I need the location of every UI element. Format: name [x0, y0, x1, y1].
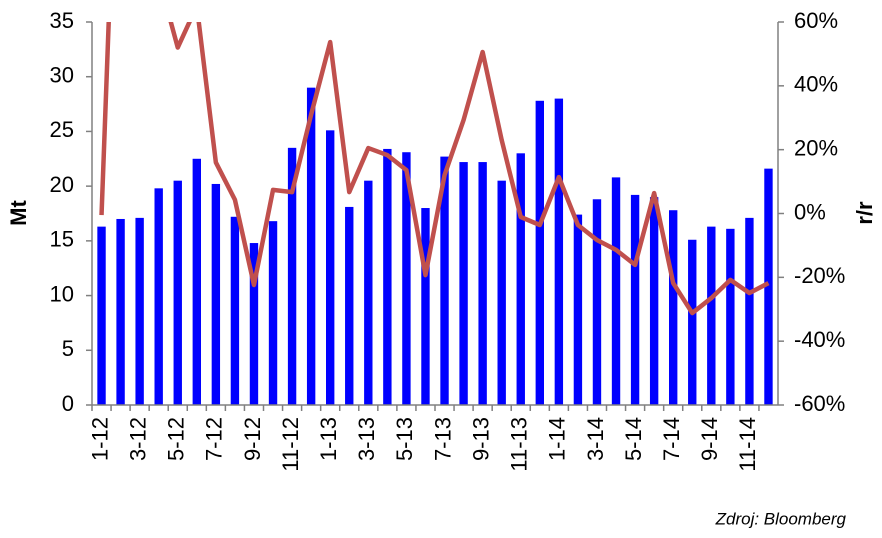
- x-tick-label: 11-12: [278, 417, 303, 472]
- bar: [211, 183, 221, 405]
- bar: [97, 226, 106, 405]
- bar: [230, 216, 240, 405]
- y-tick-label: 0: [62, 391, 74, 416]
- bar: [326, 130, 335, 405]
- y-axis-title: Mt: [6, 200, 31, 226]
- bar: [535, 100, 544, 405]
- y2-tick-label: -40%: [794, 327, 845, 352]
- x-tick-label: 5-12: [164, 417, 189, 461]
- bar: [173, 180, 182, 405]
- bar: [726, 228, 735, 405]
- bar: [497, 180, 506, 405]
- x-tick-label: 3-14: [583, 417, 608, 461]
- x-tick-label: 3-13: [354, 417, 379, 461]
- bar: [630, 194, 640, 405]
- bar: [516, 153, 525, 405]
- y-tick-label: 20: [50, 172, 74, 197]
- bar: [192, 158, 201, 405]
- y2-tick-label: 0%: [794, 199, 826, 224]
- plot: [97, 22, 773, 405]
- x-tick-label: 1-13: [316, 417, 341, 461]
- bar: [154, 188, 163, 405]
- bar: [592, 199, 602, 405]
- bar: [554, 98, 564, 405]
- x-tick-label: 9-14: [697, 417, 722, 461]
- x-tick-label: 5-14: [621, 417, 646, 461]
- source: Zdroj: Bloomberg: [715, 509, 847, 528]
- bar: [268, 221, 278, 405]
- x-tick-label: 1-12: [87, 417, 112, 461]
- bar: [440, 156, 449, 405]
- y-tick-label: 10: [50, 281, 74, 306]
- bar: [611, 177, 621, 405]
- bar: [459, 162, 468, 405]
- bar: [364, 180, 373, 405]
- bar: [135, 217, 144, 405]
- bar: [478, 162, 487, 405]
- y2-tick-label: -60%: [794, 391, 845, 416]
- bar: [669, 210, 678, 405]
- bar: [383, 148, 392, 405]
- x-tick-label: 7-14: [659, 417, 684, 461]
- x-tick-label: 5-13: [392, 417, 417, 461]
- x-tick-label: 3-12: [125, 417, 150, 461]
- line: [99, 22, 770, 316]
- y-tick-label: 15: [50, 227, 74, 252]
- bar: [402, 152, 411, 405]
- x-tick-label: 11-13: [507, 417, 532, 472]
- x-tick-label: 7-12: [202, 417, 227, 461]
- bar: [573, 214, 583, 405]
- y-tick-label: 25: [50, 117, 74, 142]
- y2-tick-label: 60%: [794, 8, 838, 33]
- bar: [707, 226, 716, 405]
- x-tick-label: 11-14: [735, 417, 760, 472]
- bar: [764, 168, 773, 405]
- bar: [688, 239, 697, 405]
- y2-tick-label: 40%: [794, 72, 838, 97]
- x-tick-label: 7-13: [430, 417, 455, 461]
- bar: [345, 206, 354, 405]
- x-tick-label: 1-14: [545, 417, 570, 461]
- y-tick-label: 30: [50, 63, 74, 88]
- bar: [306, 87, 316, 405]
- bar: [745, 217, 754, 405]
- x-tick-label: 9-13: [468, 417, 493, 461]
- y2-tick-label: 20%: [794, 135, 838, 160]
- bar: [287, 147, 297, 405]
- y-tick-label: 5: [62, 336, 74, 361]
- y2-axis-title: r/r: [852, 201, 877, 225]
- y2-tick-label: -20%: [794, 263, 845, 288]
- bar: [649, 197, 659, 405]
- bar: [249, 243, 259, 405]
- bar: [421, 208, 430, 405]
- bar: [116, 218, 125, 405]
- x-tick-label: 9-12: [240, 417, 265, 461]
- y-tick-label: 35: [50, 8, 74, 33]
